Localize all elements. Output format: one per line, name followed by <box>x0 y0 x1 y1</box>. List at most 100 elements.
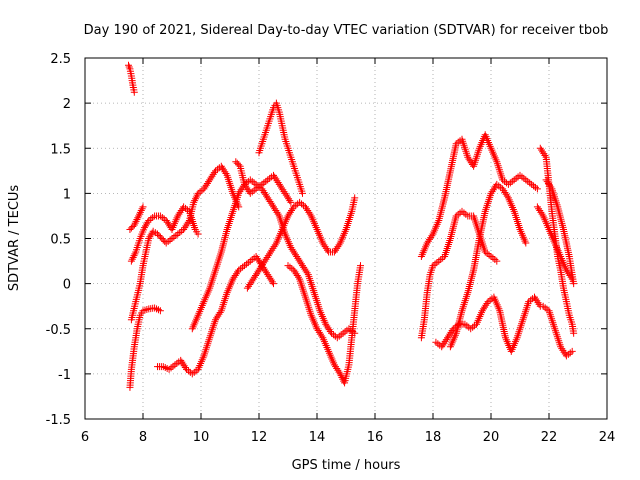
x-tick-label: 24 <box>599 430 616 445</box>
data-point <box>205 178 213 186</box>
data-point <box>303 205 311 213</box>
data-point <box>147 215 155 223</box>
data-point <box>559 346 567 354</box>
data-point <box>250 273 258 281</box>
data-point <box>504 180 512 188</box>
data-point <box>173 359 181 367</box>
data-point <box>264 252 272 260</box>
data-point <box>216 309 224 317</box>
data-point <box>154 230 161 238</box>
data-point <box>303 269 311 277</box>
data-point <box>158 235 166 242</box>
data-point <box>461 320 469 328</box>
data-point <box>178 358 186 366</box>
data-point <box>301 265 309 273</box>
data-point <box>332 246 340 254</box>
data-point <box>130 88 138 96</box>
data-point <box>499 185 507 193</box>
data-point <box>296 258 304 266</box>
data-point <box>534 299 542 307</box>
data-point <box>267 199 275 207</box>
series-track-p <box>539 302 576 360</box>
data-point <box>128 255 136 263</box>
data-point <box>488 188 496 196</box>
data-point <box>544 179 552 187</box>
y-tick-label: 1 <box>63 187 71 202</box>
series-track-m <box>417 131 541 261</box>
data-point <box>174 230 182 238</box>
data-point <box>288 265 296 273</box>
data-point <box>137 207 145 215</box>
data-point <box>135 212 143 220</box>
data-point <box>323 322 331 330</box>
data-point <box>136 210 144 218</box>
data-point <box>174 212 182 220</box>
x-tick-label: 20 <box>483 430 500 445</box>
data-point <box>570 280 578 288</box>
data-point <box>482 301 490 309</box>
data-point <box>302 267 310 275</box>
y-tick-label: 0 <box>63 278 71 293</box>
data-point <box>131 250 139 258</box>
data-point <box>341 328 349 336</box>
data-point <box>560 348 568 356</box>
data-point <box>333 364 341 372</box>
data-point <box>232 158 240 166</box>
data-point <box>487 253 495 261</box>
series-track-n <box>432 293 544 355</box>
data-point <box>290 249 298 257</box>
data-point <box>568 347 576 355</box>
x-axis-label: GPS time / hours <box>292 458 401 473</box>
data-point <box>154 306 162 314</box>
data-point <box>208 172 216 180</box>
chart-title: Day 190 of 2021, Sidereal Day-to-day VTE… <box>84 23 609 38</box>
data-point <box>142 222 150 230</box>
data-point <box>184 218 192 226</box>
data-point <box>435 257 443 265</box>
data-point <box>235 161 243 169</box>
data-point <box>246 176 254 184</box>
data-point <box>510 176 518 184</box>
data-point <box>263 253 271 261</box>
data-point <box>335 368 343 376</box>
data-point <box>531 183 539 191</box>
x-tick-label: 8 <box>139 430 147 445</box>
data-point <box>323 246 331 254</box>
data-point <box>503 192 511 200</box>
data-point <box>131 219 139 227</box>
data-point <box>526 179 534 187</box>
data-point <box>263 192 271 200</box>
data-point <box>180 225 188 233</box>
data-point <box>167 364 175 372</box>
data-point <box>321 243 329 251</box>
data-point <box>212 316 219 324</box>
data-point <box>493 257 501 265</box>
data-point <box>178 227 186 235</box>
data-point <box>220 166 228 174</box>
data-point <box>275 180 283 188</box>
data-point <box>282 191 290 199</box>
data-point <box>318 332 326 340</box>
data-point <box>214 312 222 320</box>
data-point <box>268 278 276 286</box>
data-point <box>325 326 333 334</box>
data-point <box>487 189 495 197</box>
data-point <box>244 186 252 194</box>
data-point <box>235 203 243 211</box>
data-points <box>125 61 578 391</box>
y-tick-label: -1 <box>58 368 71 383</box>
series-track-r <box>533 203 576 283</box>
data-point <box>264 176 272 184</box>
data-point <box>441 337 449 345</box>
data-point <box>179 360 187 368</box>
data-point <box>289 247 297 255</box>
data-point <box>252 272 260 280</box>
data-point <box>233 159 241 167</box>
axis-ticks: 6 8 10 12 14 16 18 20 22 24 -1.5 -1 -0.5 0 0.5 1 1.5 2 2.5 <box>46 52 616 445</box>
data-point <box>448 327 456 335</box>
data-point <box>334 243 342 251</box>
data-point <box>253 254 261 262</box>
data-point <box>295 256 303 264</box>
data-point <box>335 332 343 340</box>
